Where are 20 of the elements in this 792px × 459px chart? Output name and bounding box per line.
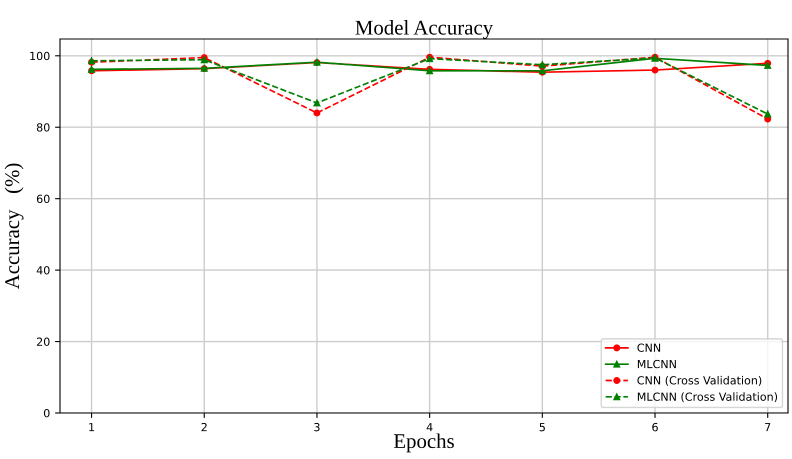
- y-axis-title: Accuracy (%): [4, 164, 24, 290]
- y-tick-label: 60: [36, 194, 50, 204]
- y-tick-label: 100: [30, 52, 50, 60]
- legend-label: CNN: [637, 344, 660, 352]
- x-tick-label: 6: [652, 422, 658, 432]
- x-tick-label: 7: [765, 423, 770, 432]
- y-tick-label: 40: [36, 266, 50, 274]
- legend-label: MLCNN (Cross Validation): [638, 392, 778, 402]
- legend-label: CNN (Cross Validation): [637, 376, 762, 386]
- legend-label: MLCNN: [638, 360, 676, 368]
- x-tick-label: 3: [314, 422, 320, 432]
- y-tick-label: 0: [44, 408, 50, 418]
- y-tick-label: 80: [36, 123, 50, 132]
- x-axis-title: Epochs: [394, 433, 454, 452]
- x-tick-label: 5: [540, 423, 545, 432]
- chart-title: Model Accuracy: [355, 20, 494, 39]
- y-tick-label: 20: [36, 338, 50, 346]
- x-tick-label: 2: [202, 422, 207, 432]
- x-tick-label: 1: [89, 423, 94, 432]
- x-tick-label: 4: [426, 423, 433, 432]
